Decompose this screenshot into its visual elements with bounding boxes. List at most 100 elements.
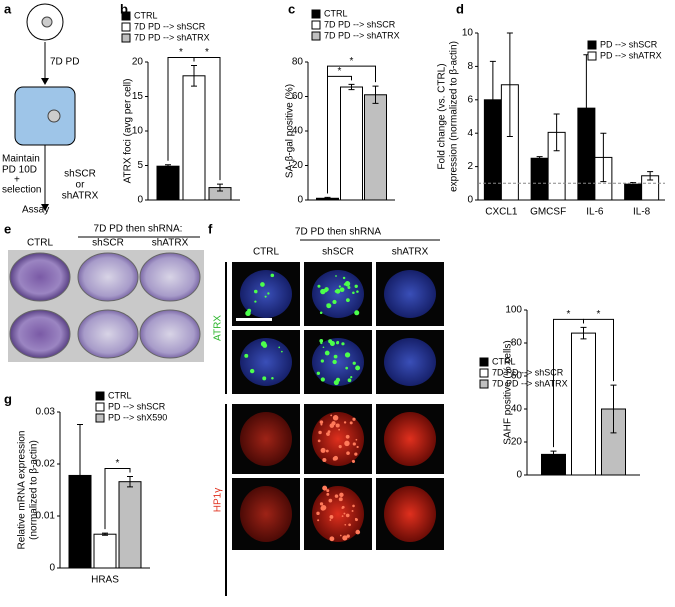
focus	[345, 366, 349, 370]
legend-swatch	[95, 402, 105, 412]
legend-label: PD --> shSCR	[108, 401, 166, 411]
panel-label: d	[456, 1, 464, 16]
legend-label: 7D PD --> shSCR	[134, 21, 206, 31]
step-label: selection	[2, 185, 41, 196]
panel-label: c	[288, 1, 295, 16]
y-tick-label: 4	[467, 128, 473, 139]
focus	[345, 513, 350, 518]
x-tick-label: IL-6	[586, 207, 604, 218]
bar	[530, 157, 549, 201]
y-tick-label: 80	[292, 57, 304, 68]
focus	[335, 275, 337, 277]
step-label: PD 10D	[2, 165, 37, 176]
column-label: shSCR	[92, 238, 124, 249]
focus	[334, 494, 339, 498]
panel-label: e	[4, 221, 11, 236]
focus	[344, 352, 351, 358]
error-bar	[217, 183, 223, 192]
y-tick-label: 0.01	[36, 511, 56, 522]
focus	[260, 282, 265, 287]
legend-swatch	[95, 391, 105, 401]
focus	[317, 519, 320, 522]
error-bar	[77, 423, 83, 527]
focus	[322, 485, 328, 491]
legend-label: CTRL	[108, 390, 132, 400]
y-tick-label: 8	[467, 61, 473, 72]
focus	[324, 350, 330, 356]
bar	[93, 533, 117, 569]
y-axis-label: (normalized to β-actin)	[29, 440, 40, 540]
x-tick-label: HRAS	[91, 575, 119, 586]
y-axis-label: Relative mRNA expression	[17, 431, 28, 550]
bar	[156, 165, 180, 201]
y-axis-label: expression (normalized to β-actin)	[449, 41, 460, 192]
focus	[281, 350, 283, 353]
focus	[325, 449, 329, 453]
legend-label: 7D PD --> shATRX	[492, 378, 568, 388]
legend-label: PD --> shATRX	[600, 50, 662, 60]
legend-label: 7D PD --> shATRX	[324, 30, 400, 40]
y-tick-label: 0	[467, 195, 473, 206]
focus	[245, 310, 251, 317]
focus	[332, 299, 337, 305]
focus	[326, 432, 328, 435]
focus	[351, 509, 354, 512]
y-tick-label: 15	[132, 91, 144, 102]
focus	[336, 341, 340, 345]
step-label: or	[76, 180, 86, 191]
focus	[262, 343, 268, 348]
focus	[343, 512, 346, 515]
significance-bracket	[193, 56, 221, 181]
microscopy-panel: 7D PD then shRNA CTRL shSCR shATRX ATRX …	[213, 227, 444, 596]
y-tick-label: 2	[467, 161, 473, 172]
schematic: 7D PD Maintain PD 10D + selection shSCR …	[2, 3, 99, 216]
error-bar	[550, 450, 557, 459]
error-bar	[580, 326, 587, 340]
focus	[344, 523, 347, 526]
focus	[320, 447, 326, 453]
cell-icon	[47, 109, 61, 123]
bar	[364, 94, 387, 201]
focus	[345, 434, 350, 439]
error-bar	[506, 32, 513, 138]
focus	[354, 517, 358, 521]
focus	[249, 368, 255, 374]
nucleus	[312, 270, 364, 318]
nucleus	[240, 270, 292, 318]
focus	[346, 534, 350, 538]
focus	[339, 287, 345, 292]
focus	[329, 519, 332, 521]
row-label: ATRX	[213, 315, 224, 341]
dish	[77, 252, 139, 302]
focus	[321, 504, 327, 511]
focus	[350, 376, 353, 379]
focus	[343, 421, 347, 424]
column-label: shATRX	[152, 238, 189, 249]
legend-swatch	[311, 20, 321, 30]
nucleus	[240, 412, 292, 466]
column-label: CTRL	[253, 247, 280, 258]
nucleus	[240, 486, 292, 542]
focus	[338, 428, 340, 431]
dish	[139, 252, 201, 302]
focus	[347, 378, 352, 383]
focus	[320, 423, 323, 426]
error-bar	[553, 113, 560, 152]
panel-label: f	[208, 221, 213, 236]
nucleus	[384, 412, 436, 466]
significance-label: *	[597, 309, 601, 320]
error-bar	[324, 196, 331, 200]
focus	[345, 298, 350, 303]
focus	[347, 285, 351, 289]
focus	[335, 423, 340, 428]
focus	[354, 452, 358, 456]
focus	[341, 515, 344, 518]
y-tick-label: 10	[462, 28, 474, 39]
focus	[319, 339, 324, 343]
focus	[330, 414, 333, 417]
focus	[328, 339, 333, 344]
focus	[349, 421, 353, 425]
focus	[320, 359, 324, 363]
focus	[355, 365, 361, 371]
